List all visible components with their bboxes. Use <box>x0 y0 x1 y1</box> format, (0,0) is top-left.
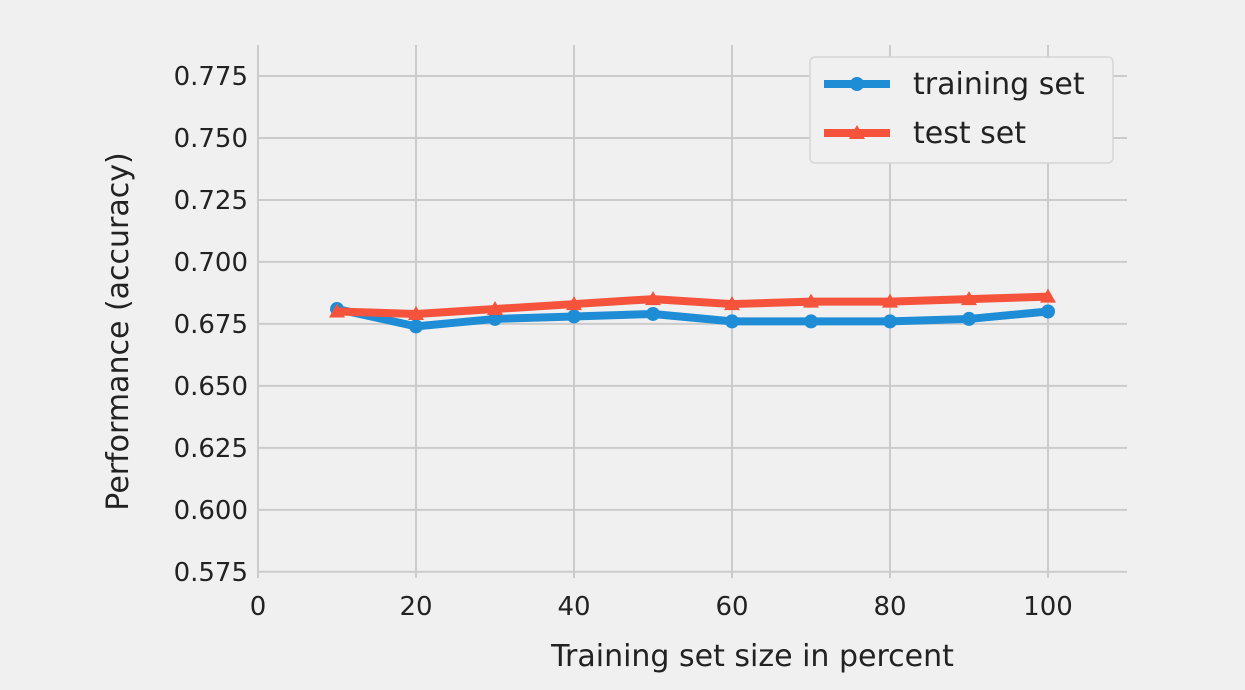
y-tick-label: 0.625 <box>174 434 248 464</box>
legend-swatch-marker <box>850 77 864 91</box>
data-point <box>724 296 740 311</box>
data-point <box>1041 304 1055 319</box>
data-point <box>883 314 897 329</box>
data-point <box>408 305 424 320</box>
data-point <box>567 309 581 324</box>
y-tick-label: 0.725 <box>174 186 248 216</box>
x-axis-title: Training set size in percent <box>550 639 954 674</box>
data-point <box>329 303 345 318</box>
y-tick-label: 0.675 <box>174 310 248 340</box>
y-tick-label: 0.650 <box>174 372 248 402</box>
y-tick-label: 0.575 <box>174 558 248 588</box>
legend-label: training set <box>913 67 1085 102</box>
legend-swatch-marker <box>849 125 865 139</box>
axes: 0 20 40 60 80 100 0.575 0.600 0.625 0.650 0.675 0.7… <box>174 62 1073 622</box>
series-line <box>333 305 1052 331</box>
y-tick-label: 0.750 <box>174 124 248 154</box>
data-point <box>1040 288 1056 303</box>
legend: training set test set <box>809 56 1114 164</box>
data-point <box>804 314 818 329</box>
x-tick-label: 80 <box>873 592 906 622</box>
data-point <box>961 291 977 306</box>
x-tick-label: 20 <box>399 592 432 622</box>
series-1 <box>329 288 1056 320</box>
data-point <box>882 293 898 308</box>
data-point <box>487 301 503 316</box>
data-point <box>803 293 819 308</box>
series-0 <box>330 302 1055 334</box>
x-tick-label: 0 <box>250 592 267 622</box>
y-tick-label: 0.700 <box>174 248 248 278</box>
y-tick-label: 0.775 <box>174 62 248 92</box>
data-point <box>566 296 582 311</box>
data-point <box>488 311 502 326</box>
x-tick-label: 100 <box>1023 592 1073 622</box>
y-axis-title: Performance (accuracy) <box>101 152 136 510</box>
legend-item: training set <box>824 67 1085 102</box>
data-point <box>646 306 660 321</box>
data-point <box>409 319 423 334</box>
data-point <box>962 311 976 326</box>
y-tick-label: 0.600 <box>174 496 248 526</box>
x-tick-label: 40 <box>557 592 590 622</box>
data-point <box>725 314 739 329</box>
x-tick-label: 60 <box>715 592 748 622</box>
data-point <box>645 291 661 306</box>
series-layer <box>329 288 1056 334</box>
series-line <box>333 292 1052 318</box>
legend-label: test set <box>913 116 1026 151</box>
legend-item: test set <box>824 116 1026 151</box>
